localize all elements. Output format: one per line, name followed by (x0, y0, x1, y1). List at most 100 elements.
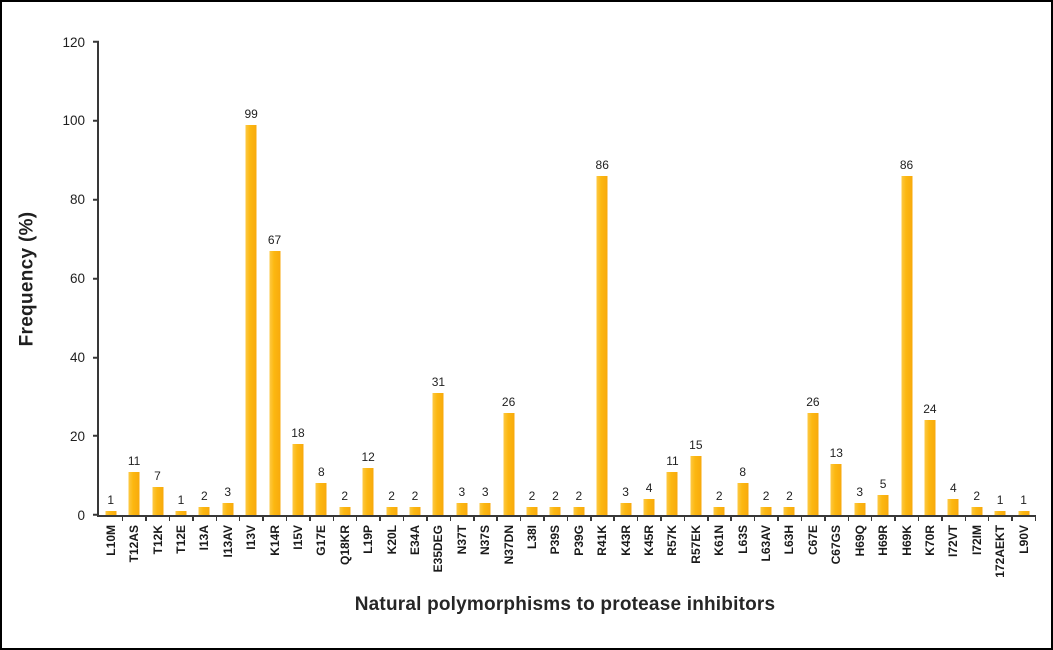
bar-slot: 11 R57K (661, 42, 686, 556)
y-axis-tick: 80 (70, 193, 99, 207)
x-axis-tick (941, 515, 943, 521)
x-category-label: P39S (548, 525, 563, 555)
x-axis-tick (449, 515, 452, 521)
bar-slot: 86 H69K (895, 42, 920, 556)
bar-slot: 26 N37DN (497, 42, 522, 564)
bar (245, 124, 257, 515)
bar-value-label: 3 (458, 485, 466, 500)
bar-value-label: 86 (595, 158, 609, 173)
bar-slot: 7 T12K (146, 42, 171, 554)
bar (409, 507, 421, 515)
x-category-label: K20L (384, 525, 399, 555)
x-category-label: L19P (361, 525, 376, 554)
x-category-label: I72VT (946, 525, 961, 558)
bar (269, 250, 281, 515)
x-category-label: G17E (314, 525, 329, 556)
bar-slot: 11 T12AS (122, 42, 147, 562)
x-axis-tick (168, 515, 171, 521)
bar-value-label: 8 (318, 465, 325, 480)
x-axis-tick (824, 515, 826, 521)
x-category-label: L10M (103, 525, 118, 556)
bar-slot: 2 L38I (520, 42, 545, 549)
bar-value-label: 12 (361, 449, 375, 464)
x-axis-tick (730, 515, 732, 521)
y-axis-tick: 40 (70, 351, 99, 365)
bar-value-label: 2 (200, 489, 208, 504)
x-axis-tick (355, 515, 358, 521)
bar (386, 507, 398, 515)
x-category-label: K14R (267, 525, 282, 556)
y-tick-mark (93, 198, 99, 201)
bar (971, 507, 983, 515)
y-tick-label: 100 (62, 113, 85, 129)
bar-slot: 12 L19P (356, 42, 381, 554)
bars-container: 1 L10M 11 T12AS 7 T12K 1 T12E 2 I13A 3 I13AV 99 I13V 6… (99, 42, 1037, 578)
x-axis-tick (894, 515, 896, 521)
x-axis-tick (1034, 515, 1037, 521)
bar (1018, 511, 1030, 515)
bar-value-label: 99 (244, 106, 258, 121)
bar-slot: 3 H69Q (848, 42, 873, 556)
bar-slot: 67 K14R (263, 42, 288, 556)
x-category-label: Q18KR (337, 525, 352, 566)
x-axis-tick (870, 515, 873, 521)
x-axis-tick (800, 515, 803, 521)
x-axis-tick (660, 515, 662, 521)
x-category-label: R57K (665, 525, 680, 556)
x-category-label: K45R (642, 525, 657, 556)
bar-slot: 26 C67E (801, 42, 826, 555)
x-category-label: I15V (290, 525, 305, 550)
x-axis-tick (636, 515, 639, 521)
bar (362, 467, 374, 515)
x-category-label: C67GS (829, 525, 844, 565)
x-axis-tick (753, 515, 756, 521)
y-tick-mark (93, 41, 99, 43)
bar-value-label: 3 (856, 485, 864, 500)
x-category-label: H69R (876, 525, 891, 556)
bar-slot: 1 172AEKT (988, 42, 1013, 578)
x-axis-tick (543, 515, 545, 521)
x-axis-tick (379, 515, 381, 521)
bar (994, 511, 1006, 515)
x-axis-tick (496, 515, 498, 521)
bar-slot: 2 P39S (544, 42, 569, 554)
bar-value-label: 24 (923, 402, 937, 417)
bar-value-label: 4 (949, 481, 957, 496)
bar-value-label: 11 (666, 453, 679, 468)
y-tick-mark (93, 514, 99, 516)
bar (292, 444, 304, 515)
bar-value-label: 26 (501, 394, 516, 409)
x-category-label: I13V (244, 525, 259, 550)
bar (152, 487, 164, 515)
bar-value-label: 2 (762, 489, 770, 504)
x-category-label: T12K (150, 525, 165, 555)
x-axis-tick (402, 515, 405, 521)
bar (620, 503, 632, 515)
bar-slot: 4 K45R (637, 42, 662, 556)
bar-slot: 2 L63AV (754, 42, 779, 561)
x-axis-tick (192, 515, 194, 521)
x-category-label: I13AV (220, 525, 235, 558)
plot-area: 1 L10M 11 T12AS 7 T12K 1 T12E 2 I13A 3 I13AV 99 I13V 6… (62, 35, 1037, 578)
x-category-label: N37T (454, 525, 469, 555)
x-category-label: N37DN (501, 525, 516, 565)
bar-value-label: 4 (645, 481, 653, 496)
bar (854, 503, 866, 515)
bar-slot: 2 E34A (403, 42, 428, 555)
bar-value-label: 2 (575, 489, 583, 504)
x-axis-tick (215, 515, 218, 521)
bar-slot: 2 P39G (567, 42, 592, 556)
x-category-label: I13A (197, 525, 212, 551)
bar-slot: 3 N37S (474, 42, 498, 555)
bar-value-label: 2 (786, 489, 793, 504)
x-axis-tick (121, 515, 124, 521)
bar-slot: 2 K61N (708, 42, 732, 556)
x-category-label: P39G (571, 525, 586, 556)
bar-value-label: 1 (107, 493, 115, 508)
bar (222, 503, 234, 515)
x-axis-tick (964, 515, 967, 521)
bar-slot: 2 K20L (380, 42, 405, 554)
bar-slot: 1 L10M (99, 42, 124, 556)
bar-slot: 86 R41K (591, 42, 615, 556)
